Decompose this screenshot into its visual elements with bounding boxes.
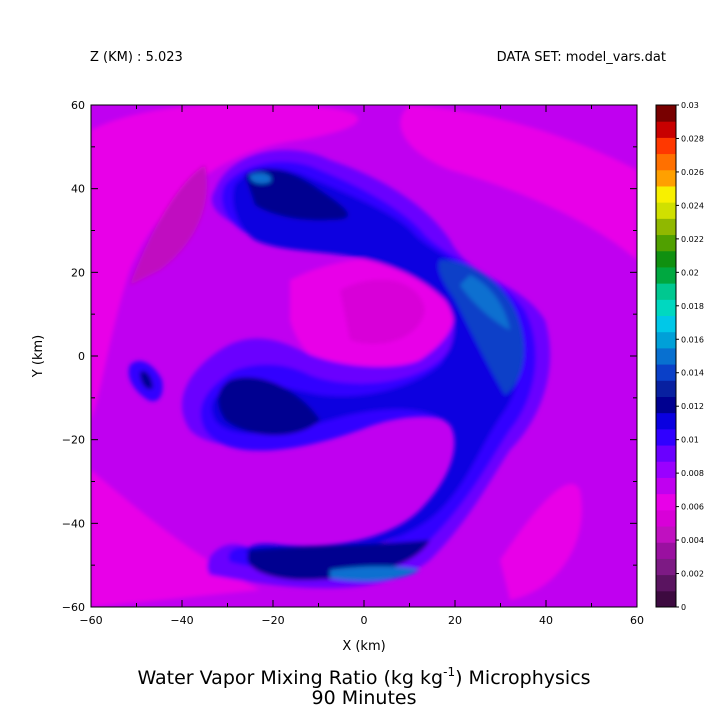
colorbar-label: 0.03 <box>681 101 699 110</box>
chart-title-line2: 90 Minutes <box>311 687 416 709</box>
colorbar-label: 0.02 <box>681 268 699 277</box>
field-region-max-east <box>460 275 510 330</box>
colorbar-label: 0.024 <box>681 201 704 210</box>
x-tick-label: 0 <box>361 614 368 627</box>
colorbar-swatch <box>656 137 676 155</box>
colorbar-label: 0.006 <box>681 503 704 512</box>
chart-title-line1: Water Vapor Mixing Ratio (kg kg-1) Micro… <box>137 665 590 689</box>
colorbar-swatch <box>656 428 676 446</box>
colorbar-label: 0.008 <box>681 469 704 478</box>
x-tick-label: 40 <box>539 614 553 627</box>
x-tick-label: −40 <box>170 614 193 627</box>
x-tick-label: −20 <box>261 614 284 627</box>
colorbar-swatch <box>656 461 676 478</box>
field-region-core-east <box>438 260 524 395</box>
colorbar-swatch <box>656 234 676 252</box>
y-tick-label: 60 <box>71 99 85 112</box>
title-part-a: Water Vapor Mixing Ratio (kg kg <box>137 667 443 689</box>
x-axis: −60 −40 −20 0 20 40 60 <box>79 105 644 627</box>
colorbar-label: 0.026 <box>681 168 704 177</box>
colorbar-swatch <box>656 347 676 365</box>
colorbar-swatch <box>656 266 676 284</box>
colorbar-swatch <box>656 250 676 268</box>
field-region-max-north <box>249 172 272 184</box>
colorbar-swatch <box>656 315 676 333</box>
colorbar-swatch <box>656 169 676 187</box>
y-tick-label: 20 <box>71 266 85 279</box>
colorbar-swatch <box>656 542 676 559</box>
field-region-small-core <box>140 371 153 390</box>
colorbar-swatch <box>656 364 676 381</box>
colorbar-swatch <box>656 574 676 592</box>
colorbar-label: 0.01 <box>681 436 699 445</box>
title-exponent: -1 <box>443 665 455 679</box>
y-tick-label: 0 <box>78 350 85 363</box>
y-axis: −60 −40 −20 0 20 40 60 <box>62 99 637 614</box>
x-tick-label: 60 <box>630 614 644 627</box>
colorbar-swatch <box>656 445 676 462</box>
contour-field <box>91 105 637 607</box>
colorbar-label: 0.014 <box>681 369 704 378</box>
field-region-core-north <box>245 168 349 221</box>
colorbar-label: 0.012 <box>681 402 704 411</box>
colorbar-swatch <box>656 493 676 511</box>
y-tick-label: −60 <box>62 601 85 614</box>
colorbar-swatch <box>656 331 676 349</box>
colorbar-swatch <box>656 558 676 576</box>
colorbar-swatch <box>656 202 676 219</box>
colorbar-label: 0 <box>681 603 686 612</box>
colorbar-swatch <box>656 299 676 317</box>
colorbar-swatch <box>656 590 676 608</box>
colorbar: 0 0.002 0.004 0.006 0.008 0.01 0.012 0.014 0.016… <box>655 101 704 612</box>
colorbar-label: 0.018 <box>681 302 704 311</box>
colorbar-swatch <box>656 526 676 543</box>
x-tick-label: 20 <box>448 614 462 627</box>
colorbar-swatch <box>656 218 676 236</box>
colorbar-swatch <box>656 396 676 414</box>
colorbar-label: 0.022 <box>681 235 704 244</box>
x-tick-label: −60 <box>79 614 102 627</box>
colorbar-swatch <box>656 283 676 300</box>
colorbar-frame <box>655 104 677 608</box>
colorbar-swatch <box>656 509 676 527</box>
colorbar-swatch <box>656 153 676 171</box>
y-tick-label: 40 <box>71 183 85 196</box>
colorbar-label: 0.004 <box>681 536 704 545</box>
field-region-magenta-nw <box>91 105 359 420</box>
colorbar-swatch <box>656 412 676 430</box>
colorbar-label: 0.002 <box>681 570 704 579</box>
colorbar-label: 0.016 <box>681 335 704 344</box>
y-tick-label: −40 <box>62 517 85 530</box>
colorbar-swatch <box>656 105 676 122</box>
colorbar-swatch <box>656 185 676 203</box>
colorbar-swatch <box>656 380 676 397</box>
field-region-center-core <box>340 279 425 344</box>
colorbar-swatch <box>656 121 676 138</box>
field-region-magenta-se <box>500 483 582 600</box>
field-region-core-south <box>247 540 430 580</box>
field-region-dry-slot <box>130 165 207 285</box>
x-axis-label: X (km) <box>342 639 385 654</box>
colorbar-label: 0.028 <box>681 134 704 143</box>
y-tick-label: −20 <box>62 434 85 447</box>
y-axis-label: Y (km) <box>31 335 46 378</box>
level-label: Z (KM) : 5.023 <box>90 50 183 65</box>
field-region-magenta-ne <box>400 105 637 260</box>
dataset-label: DATA SET: model_vars.dat <box>497 50 666 65</box>
colorbar-swatch <box>656 477 676 495</box>
title-part-b: ) Microphysics <box>455 667 590 689</box>
field-region-core-west <box>218 377 320 435</box>
field-region-max-south <box>330 566 420 581</box>
